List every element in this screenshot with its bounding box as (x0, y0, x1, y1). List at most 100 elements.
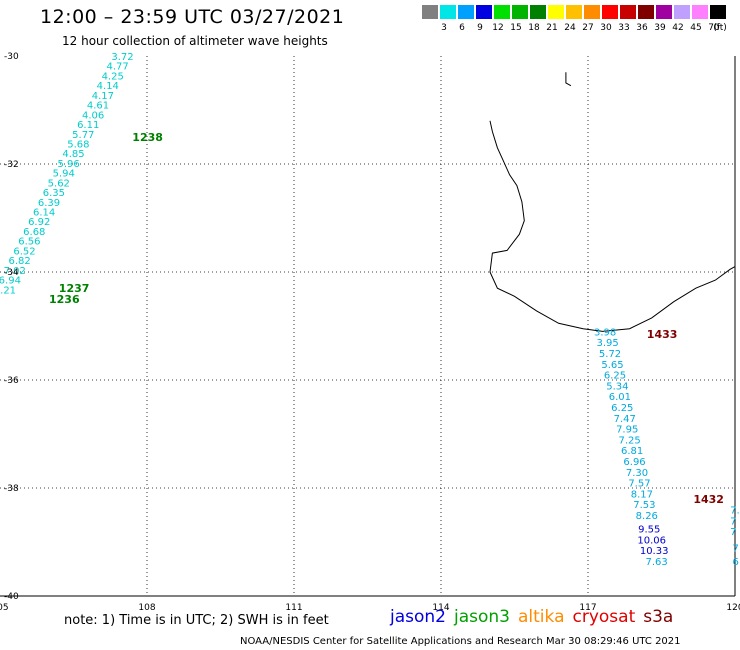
legend-label: 70 (708, 23, 720, 33)
wave-height-label: 4.17 (92, 91, 114, 102)
wave-height-label: 5.77 (72, 130, 94, 141)
legend-swatch (674, 5, 690, 19)
legend-label: 27 (582, 23, 594, 33)
wave-height-label: 6.68 (23, 227, 45, 238)
map-subtitle: 12 hour collection of altimeter wave hei… (62, 34, 328, 48)
wave-height-label: 7.02 (4, 266, 26, 277)
wave-height-label: 7.63 (645, 557, 667, 568)
satellite-s3a: s3a (643, 607, 674, 627)
coastline-island (565, 72, 572, 87)
map-title: 12:00 – 23:59 UTC 03/27/2021 (40, 6, 345, 28)
wave-height-label: 5.65 (601, 360, 623, 371)
satellite-jason3: jason3 (454, 607, 510, 627)
wave-height-label: 5.34 (606, 381, 628, 392)
wave-height-label: 6.11 (77, 120, 99, 131)
wave-height-label: 6.96 (623, 457, 645, 468)
wave-height-label: 4.25 (102, 71, 124, 82)
legend-label: 21 (546, 23, 558, 33)
legend-swatch (458, 5, 474, 19)
wave-height-label: 6.56 (18, 237, 40, 248)
pass-time-label: 1237 (59, 282, 90, 295)
note-text: note: 1) Time is in UTC; 2) SWH is in fe… (64, 613, 329, 628)
wave-height-label: 6.01 (609, 392, 631, 403)
wave-height-label: 6.92 (28, 217, 50, 228)
satellite-cryosat: cryosat (572, 607, 636, 627)
latitude-tick-label: -34 (4, 268, 19, 278)
satellite-legend: jason2 jason3 altika cryosat s3a (390, 607, 681, 627)
longitude-tick-label: 117 (579, 603, 596, 613)
legend-label: 45 (690, 23, 702, 33)
wave-height-label: 7.47 (614, 414, 636, 425)
legend-unit: (ft) (713, 23, 727, 33)
longitude-tick-label: 111 (285, 603, 302, 613)
wave-height-label: 8.17 (631, 489, 653, 500)
longitude-tick-label: 120 (726, 603, 740, 613)
latitude-tick-label: -30 (4, 52, 19, 62)
legend-label: 12 (492, 23, 504, 33)
satellite-jason2: jason2 (390, 607, 446, 627)
legend-swatch (692, 5, 708, 19)
latitude-tick-label: -32 (4, 160, 19, 170)
wave-height-label: 4.61 (87, 101, 109, 112)
wave-height-label: 8.26 (636, 511, 658, 522)
wave-height-label: 10.06 (637, 535, 666, 546)
pass-time-label: 1238 (132, 131, 163, 144)
wave-height-label: 7.57 (628, 479, 650, 490)
wave-height-label-truncated: 7 (730, 527, 736, 538)
legend-label: 18 (528, 23, 540, 33)
wave-height-label-truncated: 7 (730, 516, 736, 527)
wave-height-label: 6.25 (611, 403, 633, 414)
wave-height-label: 6.94 (0, 276, 21, 287)
longitude-tick-label: 114 (432, 603, 449, 613)
wave-height-labels: 3.724.774.254.144.174.614.066.115.775.68… (0, 52, 740, 568)
satellite-altika: altika (518, 607, 565, 627)
wave-height-label: 5.68 (67, 139, 89, 150)
legend-label: 39 (654, 23, 666, 33)
wave-height-label: 3.72 (111, 52, 133, 63)
legend-swatch (476, 5, 492, 19)
legend-label: 42 (672, 23, 684, 33)
legend-swatch (638, 5, 654, 19)
wave-height-label: 4.85 (62, 149, 84, 160)
legend-label: 15 (510, 23, 522, 33)
legend-label: 30 (600, 23, 612, 33)
legend-swatch (620, 5, 636, 19)
wave-height-label: 5.72 (599, 349, 621, 360)
wave-height-label: 5.96 (57, 159, 79, 170)
wave-height-label: 4.06 (82, 110, 104, 121)
wave-height-label: 3.95 (596, 338, 618, 349)
wave-height-label-truncated: 6 (733, 557, 739, 568)
wave-height-label: 9.55 (638, 525, 660, 536)
pass-time-label: 1432 (693, 493, 724, 506)
wave-height-label: 6.82 (8, 256, 30, 267)
wave-height-label: 8.21 (0, 285, 16, 296)
wave-height-label: 4.77 (106, 62, 128, 73)
wave-height-label: 6.25 (604, 371, 626, 382)
latitude-tick-label: -40 (4, 592, 19, 602)
legend-swatch (656, 5, 672, 19)
longitude-tick-label: 105 (0, 603, 9, 613)
longitude-tick-label: 108 (138, 603, 155, 613)
legend-swatch (494, 5, 510, 19)
wave-height-label: 6.39 (38, 198, 60, 209)
wave-height-label: 7.95 (616, 425, 638, 436)
wave-height-label: 5.62 (48, 178, 70, 189)
legend-label: 6 (459, 23, 465, 33)
legend-swatch (548, 5, 564, 19)
wave-height-label: 5.94 (53, 169, 75, 180)
latitude-tick-label: -38 (4, 484, 19, 494)
wave-height-label: 10.33 (640, 546, 669, 557)
legend-label: 9 (477, 23, 483, 33)
legend-swatch (422, 5, 438, 19)
wave-height-label: 3.98 (594, 327, 616, 338)
wave-height-label: 6.81 (621, 446, 643, 457)
axis-ticks: 105 108 111 114 117 120 -30 -32 -34 -36 -38 -40 (0, 52, 740, 613)
wave-height-label: 6.14 (33, 208, 55, 219)
wave-height-label: 7.25 (619, 435, 641, 446)
legend-swatch (710, 5, 726, 19)
wave-height-label: 7.30 (626, 468, 648, 479)
wave-height-label: 7.53 (633, 500, 655, 511)
latitude-tick-label: -36 (4, 376, 19, 386)
pass-time-label: 1433 (647, 328, 678, 341)
